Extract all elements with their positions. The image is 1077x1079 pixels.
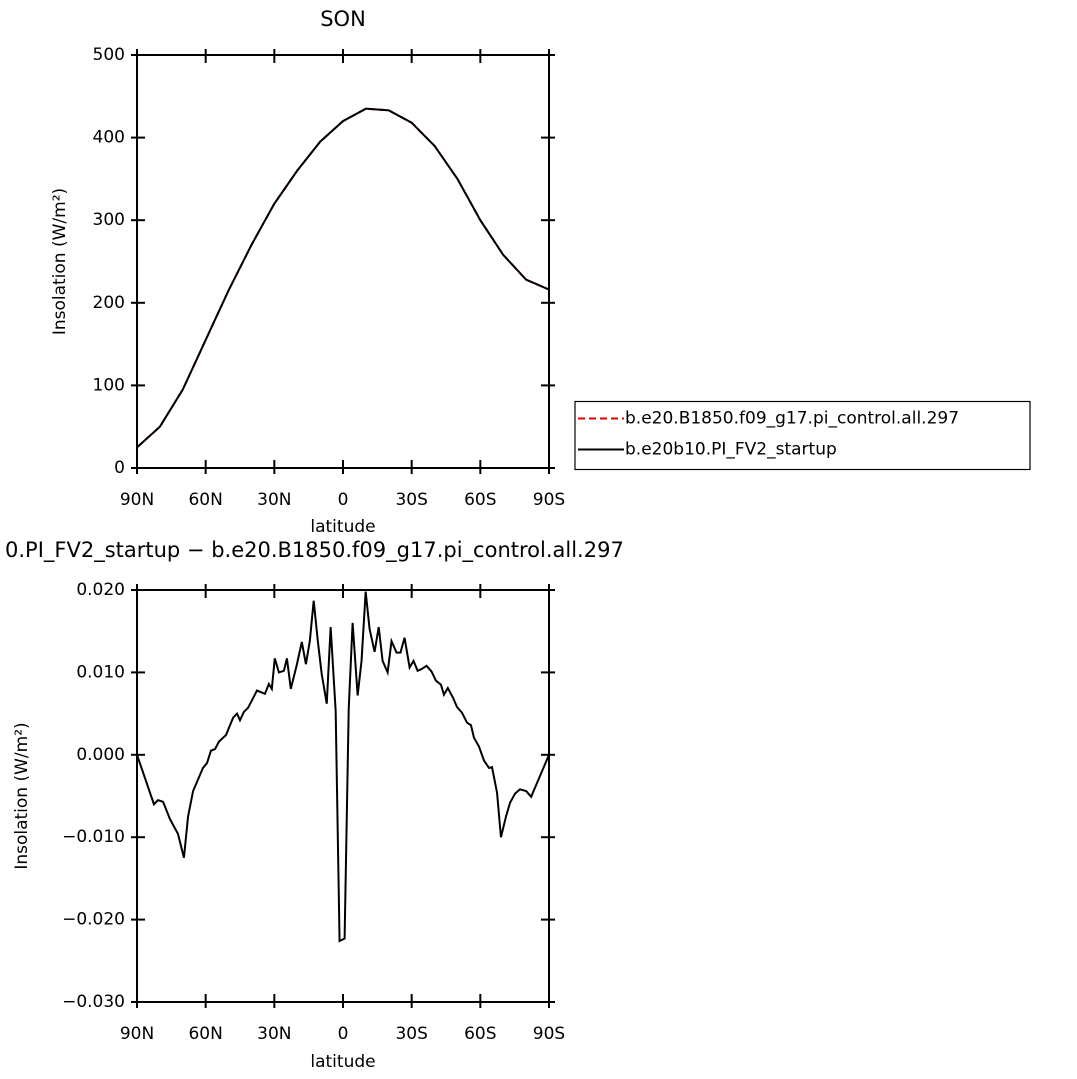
- y-tick-label: 500: [93, 45, 125, 65]
- x-tick-label: 30S: [395, 490, 427, 510]
- plot-frame: [136, 589, 550, 1003]
- x-tick-label: 30N: [257, 1024, 291, 1044]
- chart-title: 0.PI_FV2_startup − b.e20.B1850.f09_g17.p…: [5, 538, 624, 563]
- y-tick-label: 300: [93, 210, 125, 230]
- chart-title: SON: [320, 7, 366, 31]
- y-tick-label: −0.030: [62, 992, 125, 1012]
- y-axis-label: Insolation (W/m²): [12, 722, 32, 869]
- y-tick-label: 0.020: [76, 580, 125, 600]
- y-tick-label: 0: [114, 458, 125, 478]
- x-tick-label: 90N: [120, 1024, 154, 1044]
- y-tick-label: 400: [93, 128, 125, 148]
- y-tick-label: 100: [93, 375, 125, 395]
- plot-frame: [136, 54, 550, 469]
- x-tick-label: 0: [338, 490, 349, 510]
- x-tick-label: 60S: [464, 490, 496, 510]
- legend-label: b.e20.B1850.f09_g17.pi_control.all.297: [625, 409, 959, 429]
- y-tick-label: −0.010: [62, 827, 125, 847]
- y-tick-label: −0.020: [62, 910, 125, 930]
- x-axis-label: latitude: [310, 517, 375, 537]
- x-tick-label: 60N: [188, 490, 222, 510]
- x-tick-label: 90S: [533, 490, 565, 510]
- y-tick-label: 0.000: [76, 745, 125, 765]
- x-tick-label: 30N: [257, 490, 291, 510]
- y-tick-label: 0.010: [76, 662, 125, 682]
- y-axis-label: Insolation (W/m²): [50, 188, 70, 335]
- x-tick-label: 0: [338, 1024, 349, 1044]
- legend-box: [574, 400, 1031, 471]
- data-line: [136, 107, 550, 449]
- y-tick-label: 200: [93, 293, 125, 313]
- legend-label: b.e20b10.PI_FV2_startup: [625, 440, 837, 460]
- x-tick-label: 30S: [395, 1024, 427, 1044]
- data-line: [136, 591, 550, 943]
- x-tick-label: 60N: [188, 1024, 222, 1044]
- data-line: [136, 107, 550, 449]
- x-tick-label: 60S: [464, 1024, 496, 1044]
- x-tick-label: 90N: [120, 490, 154, 510]
- x-tick-label: 90S: [533, 1024, 565, 1044]
- x-axis-label: latitude: [310, 1052, 375, 1072]
